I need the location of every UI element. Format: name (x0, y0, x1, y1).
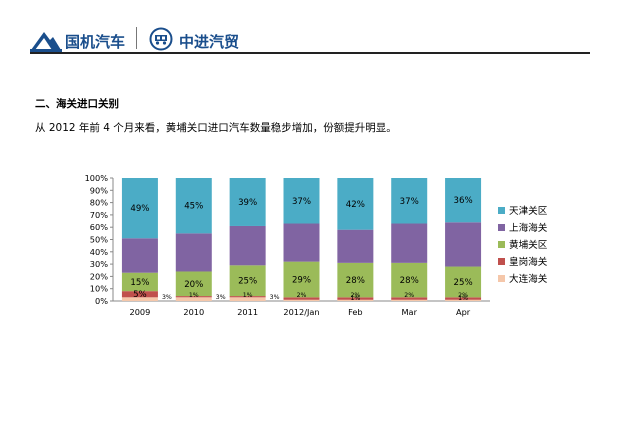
report-header: 国机汽车 中进汽贸 (0, 0, 620, 56)
data-label: 49% (130, 204, 149, 214)
y-tick-label: 20% (90, 271, 108, 281)
data-label: 42% (346, 200, 365, 210)
legend-label: 天津关区 (509, 205, 548, 217)
data-label: 3% (270, 294, 280, 301)
legend-swatch (498, 224, 505, 231)
bar-segment (391, 299, 428, 301)
legend-label: 上海海关 (509, 222, 548, 234)
x-tick-label: 2012/Jan (283, 307, 319, 317)
legend-label: 黄埔关区 (509, 239, 548, 251)
data-label: 36% (454, 196, 473, 206)
data-label: 45% (184, 202, 203, 212)
y-tick-label: 50% (90, 235, 108, 245)
header-rule (30, 52, 590, 54)
bar-segment (445, 266, 482, 298)
bar-segment (175, 271, 212, 297)
data-label: 37% (400, 197, 419, 207)
legend-label: 大连海关 (509, 273, 548, 285)
bar-segment (337, 297, 374, 300)
brand-guoji: 国机汽车 (65, 33, 126, 51)
bar-segment (121, 178, 158, 239)
data-label: 1% (189, 292, 199, 299)
data-label: 1% (350, 295, 360, 302)
y-tick-label: 30% (90, 259, 108, 269)
bar-segment (391, 262, 428, 298)
y-tick-label: 40% (90, 247, 108, 257)
bar-segment (121, 238, 158, 273)
data-label: 2% (350, 292, 360, 299)
bar-segment (283, 223, 320, 262)
x-tick-label: 2009 (130, 307, 151, 317)
bar-segment (175, 297, 212, 301)
bar-segment (445, 297, 482, 300)
bar-segment (229, 178, 266, 226)
legend-swatch (498, 241, 505, 248)
bar-segment (337, 299, 374, 301)
data-label: 1% (458, 295, 468, 302)
section-title: 二、海关进口关别 (35, 98, 119, 110)
bar-segment (229, 265, 266, 297)
x-tick-label: 2011 (237, 307, 258, 317)
data-label: 3% (162, 294, 172, 301)
legend-label: 皇岗海关 (509, 256, 548, 268)
bar-segment (175, 296, 212, 298)
bar-segment (175, 178, 212, 234)
data-label: 28% (346, 276, 365, 286)
legend-swatch (498, 275, 505, 282)
bar-segment (445, 299, 482, 301)
bar-segment (121, 272, 158, 292)
data-label: 5% (133, 290, 147, 300)
y-tick-label: 0% (95, 296, 108, 306)
data-label: 25% (238, 277, 257, 287)
data-label: 3% (216, 294, 226, 301)
y-tick-label: 100% (85, 173, 109, 183)
bar-segment (283, 178, 320, 224)
truck-emblem-icon (149, 27, 173, 51)
x-tick-label: Apr (456, 307, 471, 317)
data-label: 25% (454, 278, 473, 288)
x-tick-label: 2010 (183, 307, 204, 317)
header-divider (136, 27, 137, 49)
data-label: 28% (400, 276, 419, 286)
bar-segment (445, 178, 482, 223)
bar-segment (229, 297, 266, 301)
bar-segment (121, 297, 158, 301)
legend-swatch (498, 258, 505, 265)
bar-segment (337, 229, 374, 263)
bar-segment (283, 299, 320, 301)
mountain-logo-icon (30, 32, 62, 52)
data-label: 2% (297, 292, 307, 299)
y-tick-label: 60% (90, 222, 108, 232)
bar-segment (337, 178, 374, 230)
y-tick-label: 70% (90, 210, 108, 220)
data-label: 37% (292, 197, 311, 207)
data-label: 2% (458, 292, 468, 299)
data-label: 29% (292, 275, 311, 285)
bar-segment (283, 297, 320, 300)
x-tick-label: Feb (348, 307, 363, 317)
bar-segment (445, 222, 482, 267)
bar-segment (391, 178, 428, 224)
data-label: 15% (130, 278, 149, 288)
x-tick-label: Mar (401, 307, 417, 317)
y-tick-label: 90% (90, 185, 108, 195)
data-label: 1% (243, 292, 253, 299)
brand-zhongjin: 中进汽贸 (179, 33, 240, 51)
data-label: 20% (184, 280, 203, 290)
data-label: 2% (404, 292, 414, 299)
legend-swatch (498, 207, 505, 214)
bar-segment (283, 261, 320, 298)
bar-segment (391, 223, 428, 263)
data-label: 39% (238, 198, 257, 208)
y-tick-label: 80% (90, 198, 108, 208)
intro-paragraph: 从 2012 年前 4 个月来看，黄埔关口进口汽车数量稳步增加，份额提升明显。 (35, 122, 397, 134)
bar-segment (121, 291, 158, 298)
bar-segment (391, 297, 428, 300)
bar-segment (229, 225, 266, 266)
bar-segment (229, 296, 266, 298)
bar-segment (175, 233, 212, 272)
y-tick-label: 10% (90, 284, 108, 294)
bar-segment (337, 262, 374, 298)
